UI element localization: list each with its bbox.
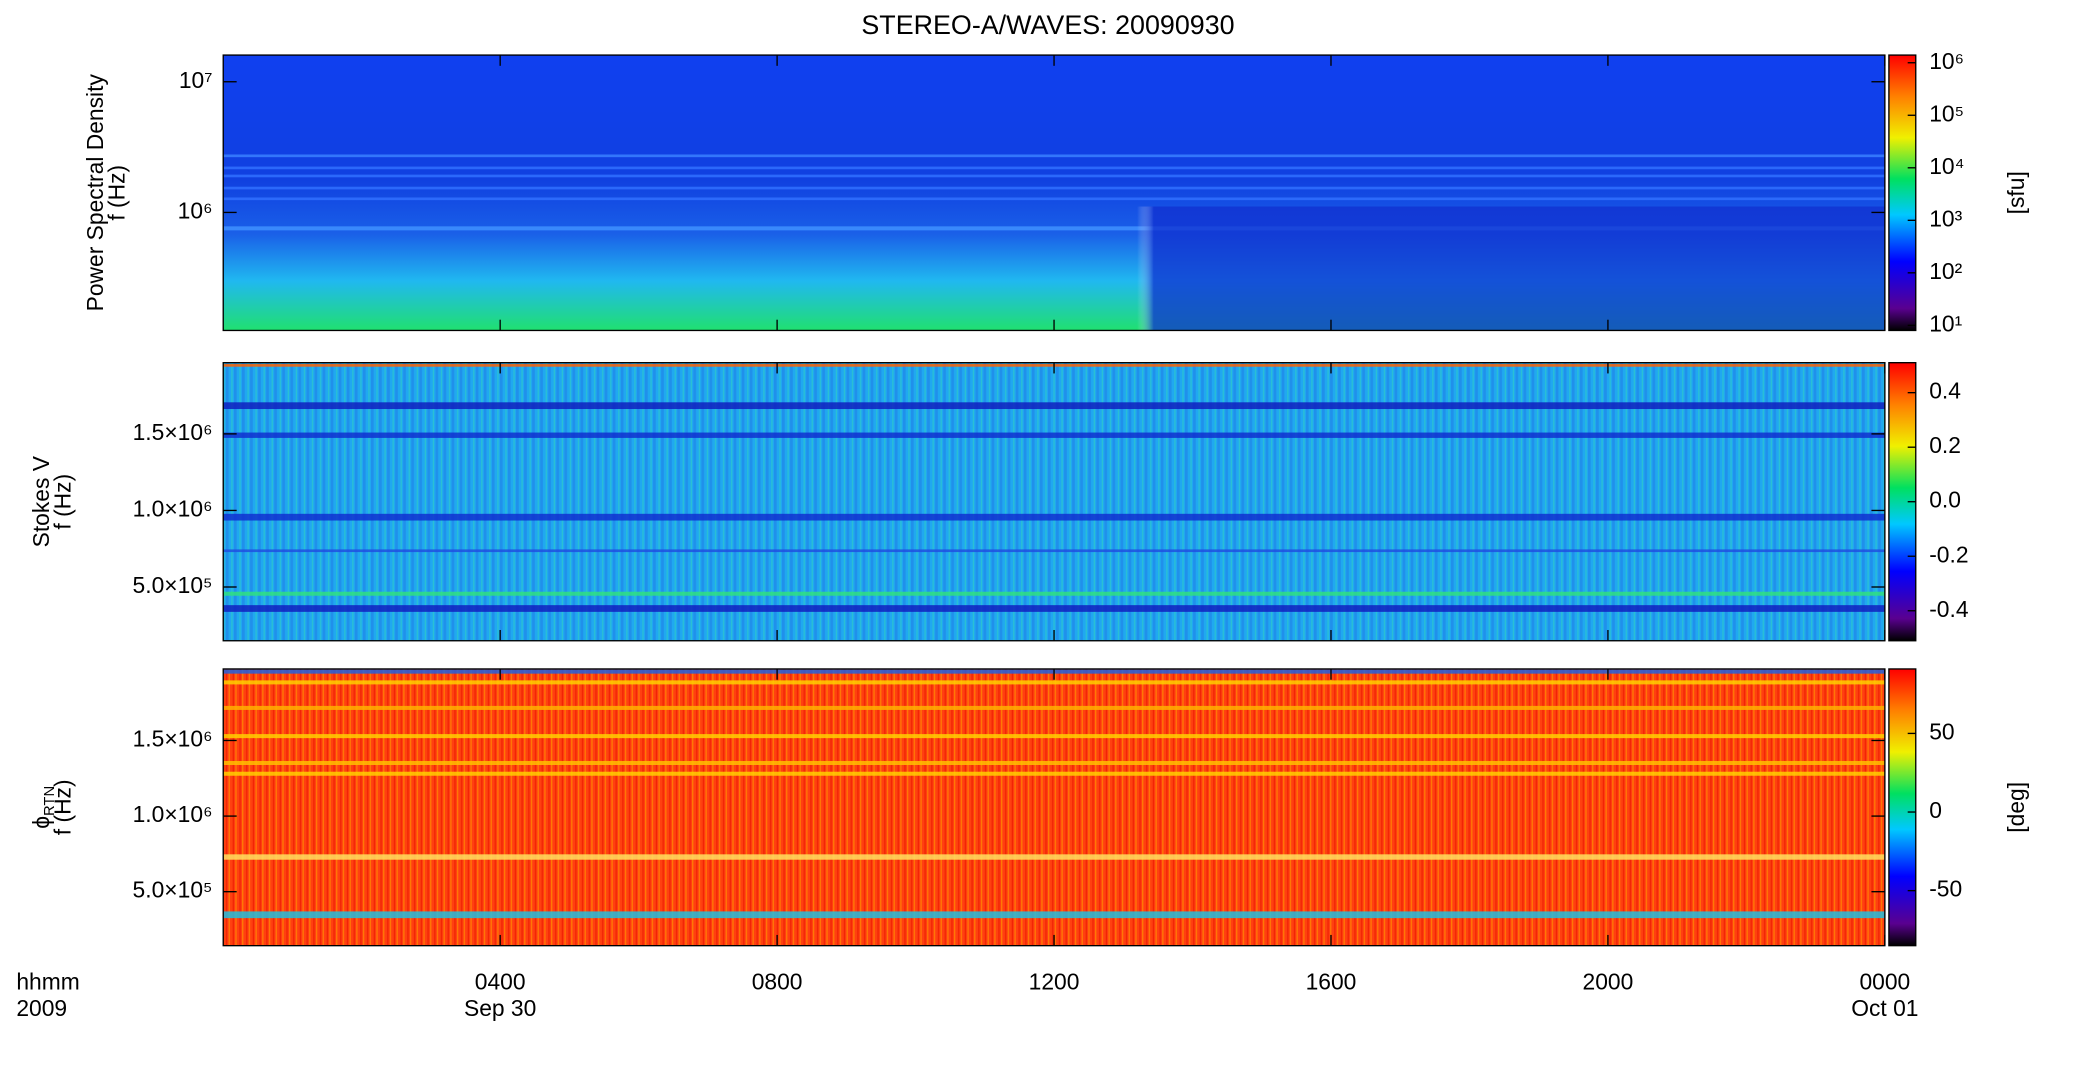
x-year-label: 2009: [16, 995, 67, 1021]
spectral-band: [223, 680, 1885, 685]
colorbar-label: [deg]: [2003, 782, 2029, 833]
y-axis-label-subscript: RTN: [42, 786, 58, 816]
colorbar-tick-label: 50: [1929, 718, 1954, 744]
y-tick-label: 10⁷: [179, 67, 213, 93]
y-axis-label: Stokes V: [28, 455, 54, 547]
colorbar-tick-label: 0.2: [1929, 432, 1961, 458]
spectral-band: [223, 760, 1885, 765]
x-date-label: Sep 30: [464, 995, 536, 1021]
x-date-label: Oct 01: [1851, 995, 1918, 1021]
colorbar: [1888, 54, 1917, 332]
x-tick-label: 0000: [1859, 968, 1910, 994]
colorbar-tick-label: 0: [1929, 797, 1942, 823]
colorbar-tick-label: 10²: [1929, 258, 1962, 284]
spectral-band: [223, 513, 1885, 521]
spectral-band: [223, 705, 1885, 710]
spectral-band: [223, 154, 1885, 158]
spectrogram-shade: [223, 206, 1885, 331]
y-tick-label: 1.5×10⁶: [133, 726, 213, 752]
colorbar-tick-label: -0.4: [1929, 596, 1969, 622]
x-tick-label: 0400: [475, 968, 526, 994]
y-axis-label-units: f (Hz): [50, 474, 76, 530]
spectral-band: [223, 854, 1885, 860]
spectral-band: [223, 197, 1885, 201]
spectral-band: [223, 911, 1885, 919]
y-tick-label: 1.0×10⁶: [133, 495, 213, 521]
y-axis-label-text: Stokes V: [28, 455, 54, 547]
chart-title: STEREO-A/WAVES: 20090930: [861, 10, 1234, 40]
colorbar-tick-label: 10³: [1929, 205, 1962, 231]
colorbar-tick-label: -0.2: [1929, 541, 1968, 567]
colorbar-tick-label: -50: [1929, 876, 1962, 902]
y-tick-label: 1.0×10⁶: [133, 801, 213, 827]
y-tick-label: 5.0×10⁵: [133, 877, 213, 903]
y-axis-label-text: Power Spectral Density: [82, 74, 108, 312]
y-tick-label: 1.5×10⁶: [133, 419, 213, 445]
x-tick-label: 1200: [1029, 968, 1080, 994]
x-tick-label: 2000: [1583, 968, 1634, 994]
spectral-band: [223, 734, 1885, 739]
spectral-band: [223, 432, 1885, 438]
y-axis-label-text: ϕ: [28, 816, 54, 829]
colorbar: [1888, 668, 1917, 947]
colorbar-tick-label: 0.4: [1929, 378, 1961, 404]
x-tick-label: 0800: [752, 968, 803, 994]
colorbar-tick-label: 0.0: [1929, 487, 1961, 513]
y-tick-label: 5.0×10⁵: [133, 572, 213, 598]
spectral-band: [223, 605, 1885, 612]
x-tick-label: 1600: [1306, 968, 1357, 994]
spectral-band: [223, 402, 1885, 410]
colorbar-tick-label: 10⁵: [1929, 100, 1964, 126]
y-tick-label: 10⁶: [178, 197, 213, 223]
y-axis-label-units: f (Hz): [103, 165, 129, 221]
colorbar-tick-label: 10⁴: [1929, 153, 1964, 179]
colorbar-tick-label: 10⁶: [1929, 48, 1964, 74]
spectral-band: [223, 166, 1885, 170]
spectral-band: [223, 771, 1885, 776]
spectral-band: [223, 591, 1885, 596]
spectral-band: [223, 174, 1885, 178]
y-axis-label: Power Spectral Density: [82, 74, 108, 312]
spectrogram-image: [223, 668, 1885, 946]
y-axis-label-units: f (Hz): [50, 779, 76, 835]
y-axis-label: ϕRTN: [28, 786, 58, 829]
spectral-band: [223, 549, 1885, 553]
colorbar-tick-label: 10¹: [1929, 310, 1962, 336]
spectral-band: [223, 186, 1885, 190]
x-format-label: hhmm: [16, 968, 79, 994]
colorbar-label: [sfu]: [2003, 171, 2029, 214]
